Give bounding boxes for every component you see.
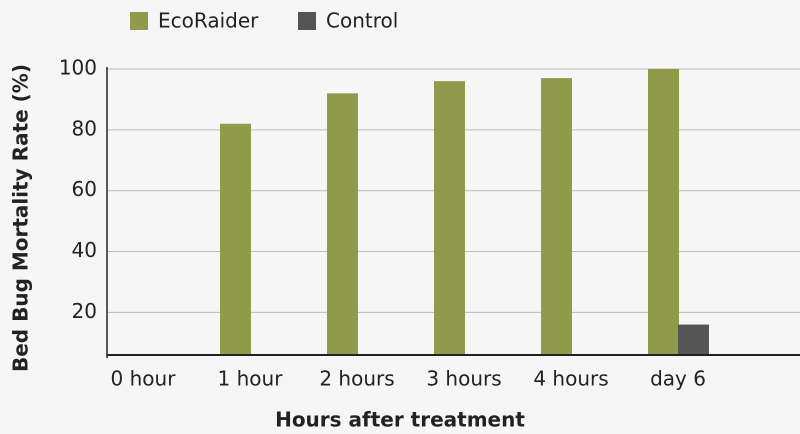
legend-swatch: [130, 12, 148, 30]
y-tick-label: 80: [72, 116, 97, 140]
bar: [327, 93, 358, 355]
x-tick-label: 1 hour: [218, 367, 284, 391]
x-tick-label: 2 hours: [319, 367, 394, 391]
y-tick-label: 40: [72, 238, 97, 262]
bar: [434, 81, 465, 355]
x-tick-label: 4 hours: [533, 367, 608, 391]
legend-label: EcoRaider: [158, 9, 259, 33]
x-axis-label: Hours after treatment: [275, 408, 525, 432]
x-tick-label: 3 hours: [426, 367, 501, 391]
bar: [541, 78, 572, 356]
y-tick-label: 60: [72, 177, 97, 201]
bar: [648, 69, 679, 355]
y-tick-label: 20: [72, 299, 97, 323]
legend-swatch: [298, 12, 316, 30]
bar: [220, 123, 251, 355]
y-tick-label: 100: [59, 56, 97, 80]
x-tick-label: day 6: [650, 367, 706, 391]
legend-label: Control: [326, 9, 398, 33]
x-tick-label: 0 hour: [111, 367, 177, 391]
y-axis-label: Bed Bug Mortality Rate (%): [9, 64, 33, 372]
bar: [678, 324, 709, 355]
